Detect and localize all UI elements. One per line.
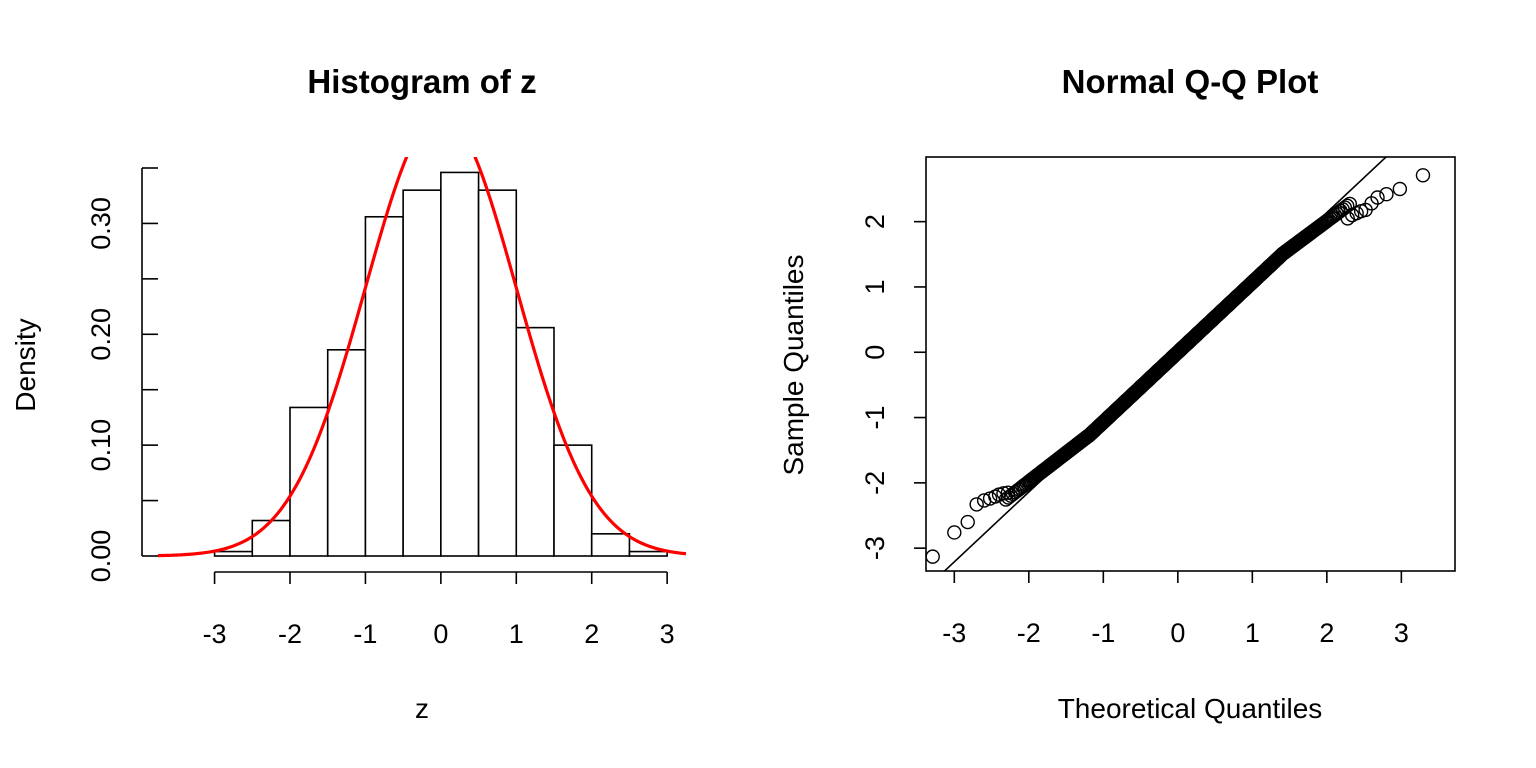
- histogram-bar: [477, 189, 518, 557]
- qq-point: [1337, 200, 1353, 215]
- y-tick-label: 0.30: [86, 197, 116, 250]
- histogram-title: Histogram of z: [307, 63, 536, 100]
- histogram-bar: [251, 519, 291, 557]
- x-tick-label: 2: [584, 619, 599, 649]
- qq-point: [1415, 168, 1431, 183]
- x-tick-label: 1: [1245, 618, 1260, 648]
- qq-plot-box: [925, 156, 1456, 572]
- histogram-x-axis-label: z: [415, 693, 429, 724]
- y-tick-label: 0.10: [86, 419, 116, 472]
- y-tick-label: -1: [860, 406, 890, 430]
- y-tick-label: 0.20: [86, 308, 116, 361]
- qq-point: [996, 486, 1011, 501]
- histogram-bars: [213, 171, 668, 557]
- histogram-bar: [628, 550, 668, 557]
- y-tick-label: -3: [860, 536, 890, 560]
- x-tick-label: -2: [278, 619, 302, 649]
- qq-plot-x-axis-label: Theoretical Quantiles: [1058, 693, 1323, 724]
- histogram-y-axis-label: Density: [10, 318, 41, 411]
- qq-point: [1000, 485, 1016, 500]
- histogram-bar: [326, 349, 367, 557]
- y-tick-label: 0.00: [86, 530, 116, 583]
- x-tick-label: 3: [660, 619, 675, 649]
- x-tick-label: -1: [353, 619, 377, 649]
- qq-point: [969, 497, 984, 512]
- histogram-y-axis: 0.00 0.10 0.20 0.30: [86, 167, 158, 583]
- qq-point: [960, 514, 975, 530]
- x-tick-label: -3: [203, 619, 227, 649]
- histogram-x-axis: -3 -2 -1 0 1 2 3: [203, 571, 675, 649]
- histogram-bar: [590, 533, 631, 557]
- histogram-bar: [515, 326, 555, 557]
- y-tick-label: 1: [860, 279, 890, 294]
- y-tick-label: 0: [860, 345, 890, 360]
- qq-point: [1379, 187, 1394, 202]
- qq-points: [925, 168, 1431, 564]
- histogram-bar: [402, 189, 442, 557]
- x-tick-label: -1: [1091, 618, 1115, 648]
- x-tick-label: 0: [433, 619, 448, 649]
- normal-density-curve: [157, 157, 687, 558]
- histogram-bar: [440, 171, 480, 557]
- qq-point: [947, 525, 962, 540]
- qq-plot-y-axis-label: Sample Quantiles: [778, 254, 809, 475]
- histogram-bar: [364, 215, 404, 557]
- x-tick-label: 2: [1319, 618, 1334, 648]
- histogram-bar: [213, 550, 254, 557]
- x-tick-label: -3: [942, 618, 966, 648]
- qq-point: [1370, 190, 1385, 205]
- x-tick-label: 3: [1394, 618, 1409, 648]
- x-tick-label: -2: [1017, 618, 1041, 648]
- x-tick-label: 1: [509, 619, 524, 649]
- histogram-panel: Histogram of z z Density -3 -2 -1 0 1 2 3 0.00…: [10, 63, 687, 724]
- qq-plot-title: Normal Q-Q Plot: [1062, 63, 1319, 100]
- qq-point: [1340, 211, 1355, 226]
- qq-plot-x-axis: -3 -2 -1 0 1 2 3: [942, 571, 1409, 648]
- y-tick-label: 2: [860, 214, 890, 229]
- normal-density-curve-group: [157, 157, 687, 558]
- x-tick-label: 0: [1170, 618, 1185, 648]
- qq-point: [1392, 181, 1408, 197]
- qq-plot-y-axis: -3 -2 -1 0 1 2: [860, 214, 926, 560]
- qq-plot-panel: Normal Q-Q Plot Theoretical Quantiles Sa…: [778, 63, 1456, 724]
- qq-point: [1342, 196, 1357, 212]
- y-tick-label: -2: [860, 471, 890, 495]
- qq-point: [925, 549, 940, 564]
